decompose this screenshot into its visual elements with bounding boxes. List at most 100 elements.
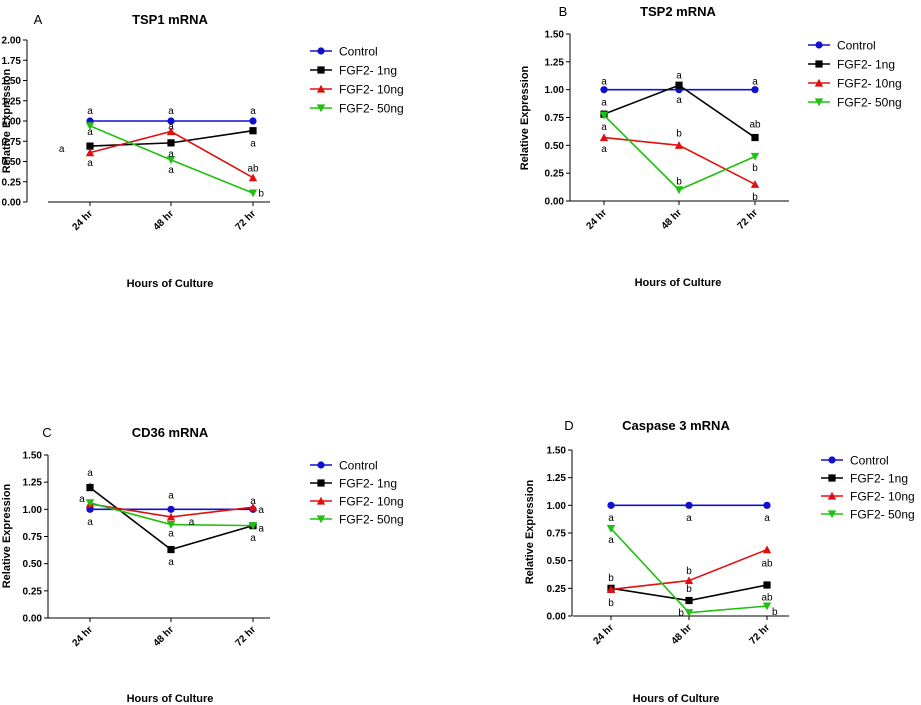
data-point — [607, 501, 615, 509]
significance-letter: a — [764, 513, 770, 524]
data-point — [86, 505, 94, 513]
data-point — [167, 545, 175, 554]
legend-label: Control — [339, 45, 378, 59]
significance-letter: a — [601, 122, 607, 133]
chart-panel-b: B TSP2 mRNA 0.00 0.25 0.50 0.75 1.00 1.25 1.50 24… — [519, 4, 902, 289]
legend-label: FGF2- 50ng — [837, 96, 902, 110]
x-tick-label: 72 hr — [747, 622, 772, 647]
legend-item: Control — [310, 459, 378, 473]
significance-letter: a — [168, 529, 174, 540]
data-point — [249, 117, 257, 125]
legend-marker — [828, 456, 836, 464]
data-point — [684, 609, 694, 617]
series-fgf2-50ng — [599, 111, 760, 195]
legend-marker — [814, 98, 824, 107]
significance-letter: a — [59, 144, 65, 155]
legend-marker — [316, 84, 326, 93]
data-point — [750, 152, 760, 161]
legend-label: FGF2- 50ng — [339, 102, 404, 116]
y-tick-label: 2.00 — [2, 36, 22, 47]
legend-label: FGF2- 1ng — [837, 58, 895, 72]
legend-label: FGF2- 10ng — [339, 83, 404, 97]
y-tick-label: 0.75 — [2, 137, 22, 148]
significance-letter: a — [601, 97, 607, 108]
chart-title: TSP1 mRNA — [132, 12, 208, 27]
legend-item: FGF2- 10ng — [310, 83, 404, 97]
significance-letter: b — [752, 163, 758, 174]
significance-letter: a — [752, 76, 758, 87]
legend-marker — [316, 515, 326, 524]
data-point — [248, 502, 258, 511]
panel-letter: A — [34, 12, 43, 27]
legend-marker — [317, 66, 325, 74]
data-point — [167, 505, 175, 513]
series-fgf2-10ng — [85, 127, 258, 182]
legend-item: FGF2- 50ng — [310, 102, 404, 116]
y-tick-label: 1.00 — [547, 501, 567, 512]
legend-marker — [815, 41, 823, 49]
y-tick-label: 0.00 — [2, 198, 22, 209]
legend-item: FGF2- 10ng — [310, 495, 404, 509]
chart-title: Caspase 3 mRNA — [622, 418, 730, 433]
y-tick-label: 0.25 — [23, 586, 43, 597]
legend-label: Control — [850, 454, 889, 468]
legend-label: FGF2- 10ng — [837, 77, 902, 91]
legend-item: FGF2- 1ng — [310, 477, 397, 491]
data-point — [606, 524, 616, 533]
y-tick-label: 1.25 — [545, 57, 565, 68]
x-axis-label: Hours of Culture — [127, 693, 214, 705]
x-tick-label: 24 hr — [70, 624, 95, 649]
series-fgf2-50ng — [85, 122, 258, 198]
legend-item: FGF2- 1ng — [821, 472, 908, 486]
significance-letter: a — [168, 491, 174, 502]
panel-letter: C — [42, 425, 51, 440]
y-tick-label: 0.25 — [547, 584, 567, 595]
x-tick-label: 48 hr — [659, 207, 684, 232]
y-tick-label: 1.00 — [23, 505, 43, 516]
data-point — [762, 545, 772, 554]
legend-label: FGF2- 50ng — [850, 508, 915, 522]
significance-letter: a — [250, 533, 256, 544]
significance-letter: a — [601, 76, 607, 87]
series-control — [600, 86, 759, 94]
data-point — [167, 117, 175, 125]
y-tick-label: 1.00 — [545, 85, 565, 96]
legend-label: Control — [339, 459, 378, 473]
data-point — [166, 156, 176, 165]
x-tick-label: 72 hr — [233, 624, 258, 649]
y-tick-label: 0.50 — [2, 157, 22, 168]
data-point — [675, 81, 683, 89]
legend-label: FGF2- 1ng — [339, 477, 397, 491]
x-tick-label: 72 hr — [735, 207, 760, 232]
y-tick-label: 1.25 — [2, 96, 22, 107]
y-tick-label: 0.25 — [545, 169, 565, 180]
data-point — [248, 522, 258, 530]
legend-label: Control — [837, 39, 876, 53]
legend-item: FGF2- 1ng — [310, 64, 397, 78]
significance-letter: a — [87, 517, 93, 528]
legend: Control FGF2- 1ng FGF2- 10ng FGF2- 50ng — [808, 39, 902, 110]
data-point — [674, 186, 684, 195]
legend-label: FGF2- 10ng — [850, 490, 915, 504]
data-point — [248, 189, 258, 198]
x-tick-label: 48 hr — [151, 624, 176, 649]
significance-letter: a — [258, 505, 264, 516]
legend-marker — [317, 47, 325, 55]
y-tick-label: 0.00 — [547, 612, 567, 623]
x-axis-label: Hours of Culture — [127, 278, 214, 290]
legend-label: FGF2- 10ng — [339, 495, 404, 509]
significance-letter: ab — [749, 120, 761, 131]
x-tick-label: 24 hr — [591, 622, 616, 647]
legend-item: Control — [310, 45, 378, 59]
significance-letter: a — [608, 535, 614, 546]
significance-letter: b — [686, 566, 692, 577]
chart-title: CD36 mRNA — [132, 425, 209, 440]
x-tick-label: 24 hr — [584, 207, 609, 232]
significance-letter: a — [250, 106, 256, 117]
significance-letter: b — [258, 189, 264, 200]
significance-letter: a — [250, 138, 256, 149]
legend-marker — [815, 60, 823, 68]
y-tick-label: 0.00 — [23, 614, 43, 625]
y-tick-label: 1.25 — [547, 473, 567, 484]
significance-letter: a — [87, 106, 93, 117]
